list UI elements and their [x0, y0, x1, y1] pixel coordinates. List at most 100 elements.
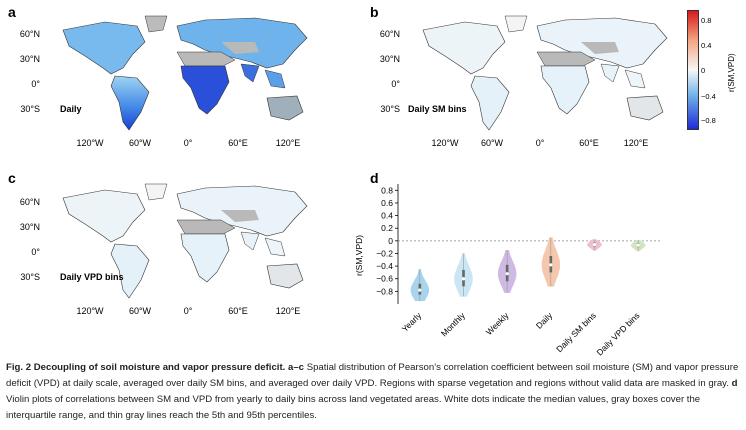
lat-tick-c-30n: 30°N	[19, 222, 40, 232]
panel-label-d: d	[370, 170, 379, 186]
violin-category-label: Yearly	[400, 310, 424, 334]
lat-tick-c-60n: 60°N	[19, 197, 40, 207]
map-panel-a	[62, 15, 308, 131]
caption-text-2: Violin plots of correlations between SM …	[6, 394, 701, 421]
map-b-sahara	[536, 51, 596, 67]
map-a-africa	[180, 65, 230, 115]
lon-tick-a-60w: 60°W	[128, 138, 152, 148]
lon-tick-a-120e: 120°E	[275, 138, 301, 148]
map-b-central-asia	[581, 42, 619, 54]
map-c-australia	[266, 263, 304, 289]
violin-y-tick-label: 0.8	[381, 185, 393, 195]
panel-label-c: c	[8, 170, 16, 186]
lon-tick-b-0: 0°	[535, 138, 545, 148]
lon-tick-c-60e: 60°E	[228, 306, 248, 316]
lat-tick-a-60n: 60°N	[19, 29, 40, 39]
map-a-greenland	[144, 15, 168, 33]
violin-y-tick-label: 0.4	[381, 211, 393, 221]
violin-y-tick-label: 0.6	[381, 198, 393, 208]
figure-caption: Fig. 2 Decoupling of soil moisture and v…	[6, 360, 742, 424]
violin-y-tick-label: −0.6	[376, 274, 393, 284]
inset-label-b: Daily SM bins	[408, 104, 467, 114]
lat-tick-c-30s: 30°S	[20, 272, 40, 282]
caption-text-1: Spatial distribution of Pearson’s correl…	[6, 362, 739, 389]
lon-tick-c-0: 0°	[183, 306, 193, 316]
lat-tick-a-30s: 30°S	[20, 104, 40, 114]
lon-tick-b-120w: 120°W	[431, 138, 459, 148]
panel-label-a: a	[8, 4, 16, 20]
map-a-australia	[266, 95, 304, 121]
lat-tick-a-0: 0°	[31, 79, 40, 89]
map-a-sahara	[176, 51, 236, 67]
map-c-africa	[180, 233, 230, 283]
map-a-south-america	[110, 75, 150, 131]
colorbar-tick-neg0.8: −0.8	[701, 116, 716, 125]
violin-y-tick-label: 0	[388, 236, 393, 246]
violin-y-tick-label: −0.4	[376, 261, 393, 271]
map-panel-c	[62, 183, 308, 299]
lon-tick-c-60w: 60°W	[128, 306, 152, 316]
map-c-sahara	[176, 219, 236, 235]
caption-bold-d: d	[731, 378, 738, 389]
colorbar-tick-0.8: 0.8	[701, 16, 712, 25]
lon-tick-b-60e: 60°E	[579, 138, 599, 148]
lon-tick-c-120w: 120°W	[76, 306, 104, 316]
violin-category-label: Daily SM bins	[554, 310, 598, 354]
map-b-north-america	[422, 21, 506, 75]
map-b-south-asia	[600, 63, 620, 83]
map-c-greenland	[144, 183, 168, 201]
lat-tick-b-0: 0°	[391, 79, 400, 89]
violin-chart: 0.8 0.6 0.4 0.2 0 −0.2 −0.4 −0.6 −0.8 Yearly Month…	[376, 184, 660, 356]
map-panel-b	[422, 15, 668, 131]
lon-tick-b-120e: 120°E	[623, 138, 649, 148]
map-a-se-asia	[264, 69, 286, 89]
lon-tick-a-120w: 120°W	[76, 138, 104, 148]
violin-y-tick-label: −0.8	[376, 286, 393, 296]
violin-median-dot	[549, 263, 553, 267]
map-c-south-asia	[240, 231, 260, 251]
lon-tick-b-60w: 60°W	[480, 138, 504, 148]
violin-median-dot	[461, 277, 466, 281]
violin-median-dot	[636, 243, 640, 247]
lat-tick-a-30n: 30°N	[19, 54, 40, 64]
panel-label-b: b	[370, 4, 379, 20]
inset-label-c: Daily VPD bins	[60, 272, 124, 282]
map-c-central-asia	[221, 210, 259, 222]
colorbar-title: r(SM,VPD)	[727, 53, 736, 92]
map-a-north-america	[62, 21, 146, 75]
violin-median-dot	[418, 288, 422, 292]
map-b-south-america	[470, 75, 510, 131]
map-c-north-america	[62, 189, 146, 243]
map-b-se-asia	[624, 69, 646, 89]
inset-label-a: Daily	[60, 104, 82, 114]
map-b-africa	[540, 65, 590, 115]
violin-median-dot	[505, 272, 509, 276]
colorbar	[687, 10, 699, 130]
violin-y-axis-label: r(SM,VPD)	[354, 234, 364, 276]
lat-tick-c-0: 0°	[31, 247, 40, 257]
map-b-australia	[626, 95, 664, 121]
violin-category-label: Monthly	[439, 310, 468, 339]
map-c-south-america	[110, 243, 150, 299]
colorbar-tick-0: 0	[701, 66, 706, 75]
map-c-se-asia	[264, 237, 286, 257]
violin-y-tick-label: −0.2	[376, 248, 393, 258]
violin-category-label: Daily	[534, 310, 555, 331]
map-a-central-asia	[221, 42, 259, 54]
caption-bold-ac: a–c	[288, 362, 305, 373]
lat-tick-b-30s: 30°S	[380, 104, 400, 114]
violin-y-tick-label: 0.2	[381, 223, 393, 233]
map-b-greenland	[504, 15, 528, 33]
colorbar-tick-neg0.4: −0.4	[701, 92, 716, 101]
lon-tick-a-60e: 60°E	[228, 138, 248, 148]
colorbar-tick-0.4: 0.4	[701, 41, 712, 50]
violin-category-label: Weekly	[484, 310, 511, 337]
lon-tick-c-120e: 120°E	[275, 306, 301, 316]
lat-tick-b-30n: 30°N	[379, 54, 400, 64]
map-a-south-asia	[240, 63, 260, 83]
violin-category-label: Daily VPD bins	[594, 310, 641, 356]
caption-bold-lead: Fig. 2 Decoupling of soil moisture and v…	[6, 362, 286, 373]
lat-tick-b-60n: 60°N	[379, 29, 400, 39]
violin-median-dot	[592, 243, 597, 247]
lon-tick-a-0: 0°	[183, 138, 193, 148]
